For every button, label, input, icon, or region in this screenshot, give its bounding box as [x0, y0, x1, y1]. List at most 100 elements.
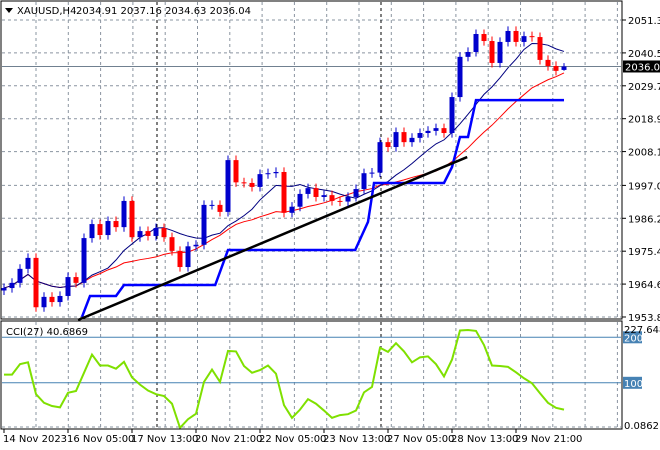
cci-panel [2, 329, 621, 430]
bullish-candle [497, 41, 503, 63]
cci-title: CCI(27) 40.6869 [6, 327, 88, 338]
cci-level-badge [623, 376, 642, 389]
time-tick-label: 16 Nov 05:00 [67, 434, 134, 445]
bearish-candle [537, 37, 543, 60]
bullish-candle [409, 137, 415, 143]
price-tick-label: 2040.50 [628, 49, 660, 60]
cci-min-label: 0.0862 [624, 421, 659, 432]
bullish-candle [137, 231, 143, 238]
bullish-candle [361, 173, 367, 190]
bullish-candle [561, 66, 567, 70]
cci-line [4, 329, 565, 430]
bearish-candle [553, 65, 559, 71]
indicator-lines [2, 42, 621, 322]
bullish-candle [305, 188, 311, 194]
bullish-candle [369, 172, 375, 174]
bearish-candle [481, 34, 487, 42]
cci-level-label: 200 [624, 333, 643, 344]
symbol-title: XAUUSD,H4 [17, 6, 76, 17]
time-tick-label: 28 Nov 13:00 [451, 434, 518, 445]
time-tick-label: 17 Nov 13:00 [131, 434, 198, 445]
bullish-candle [289, 206, 295, 213]
time-tick-label: 29 Nov 21:00 [515, 434, 582, 445]
cci-level-badge [623, 331, 642, 344]
bullish-candle [449, 97, 455, 134]
price-tick-label: 1997.00 [628, 181, 660, 192]
bullish-candle [185, 246, 191, 268]
price-tick-label: 2029.70 [628, 82, 660, 93]
bearish-candle [177, 250, 183, 268]
bullish-candle [209, 204, 215, 206]
bearish-candle [329, 195, 335, 201]
bullish-candle [193, 244, 199, 247]
bullish-candle [17, 268, 23, 283]
bearish-candle [441, 128, 447, 134]
price-tick-label: 1964.60 [628, 280, 660, 291]
bullish-candle [457, 56, 463, 98]
bullish-candle [81, 238, 87, 283]
bearish-candle [97, 224, 103, 236]
bearish-candle [233, 160, 239, 183]
bearish-candle [489, 41, 495, 63]
bearish-candle [545, 59, 551, 66]
bullish-candle [521, 36, 527, 42]
bullish-candle [257, 174, 263, 187]
bearish-candle [145, 231, 151, 236]
bullish-candle [89, 224, 95, 239]
bullish-candle [105, 221, 111, 236]
bullish-candle [297, 193, 303, 207]
bearish-candle [113, 221, 119, 228]
price-tick-label: 1975.40 [628, 247, 660, 258]
bearish-candle [529, 36, 535, 38]
bullish-candle [25, 257, 31, 269]
bullish-candle [345, 196, 351, 202]
bearish-candle [337, 200, 343, 202]
price-tick-label: 2008.10 [628, 148, 660, 159]
bullish-candle [9, 282, 15, 289]
axes: 2051.30 2040.50 2029.70 2018.90 2008.10 1997.… [3, 16, 660, 445]
candles [1, 26, 567, 312]
trailing-stop-line [80, 98, 564, 318]
ohlc-readout: 2034.91 2037.16 2034.63 2036.04 [76, 6, 251, 17]
time-tick-label: 23 Nov 13:00 [323, 434, 390, 445]
bullish-candle [1, 288, 7, 291]
bearish-candle [385, 142, 391, 148]
cci-max-label: 227.648 [624, 325, 660, 336]
bearish-candle [73, 277, 79, 283]
bearish-candle [313, 188, 319, 197]
time-tick-label: 22 Nov 05:00 [259, 434, 326, 445]
bullish-candle [465, 51, 471, 57]
bearish-candle [161, 228, 167, 238]
bullish-candle [353, 189, 359, 197]
bullish-candle [41, 296, 47, 308]
bullish-candle [393, 132, 399, 148]
bullish-candle [65, 277, 71, 296]
bearish-candle [169, 237, 175, 251]
bearish-candle [217, 204, 223, 212]
collapse-arrow-icon[interactable] [5, 8, 13, 13]
bearish-candle [249, 182, 255, 187]
bullish-candle [153, 228, 159, 236]
price-tick-label: 1986.20 [628, 214, 660, 225]
bullish-candle [433, 128, 439, 131]
bearish-candle [241, 182, 247, 184]
trendline [77, 155, 468, 322]
bullish-candle [417, 133, 423, 138]
bullish-candle [473, 34, 479, 52]
bullish-candle [273, 171, 279, 174]
price-tick-label: 2018.90 [628, 115, 660, 126]
cci-panel-frame [0, 320, 623, 430]
current-price-label: 2036.04 [625, 62, 660, 73]
bullish-candle [57, 295, 63, 303]
main-panel-frame [0, 0, 623, 320]
bearish-candle [513, 30, 519, 42]
bearish-candle [281, 171, 287, 213]
bullish-candle [425, 130, 431, 134]
bullish-candle [377, 142, 383, 173]
grid-lines [2, 2, 621, 428]
bullish-candle [505, 30, 511, 42]
bearish-candle [401, 132, 407, 143]
price-tick-label: 2051.30 [628, 16, 660, 27]
current-price-badge [623, 60, 660, 73]
bullish-candle [201, 204, 207, 245]
